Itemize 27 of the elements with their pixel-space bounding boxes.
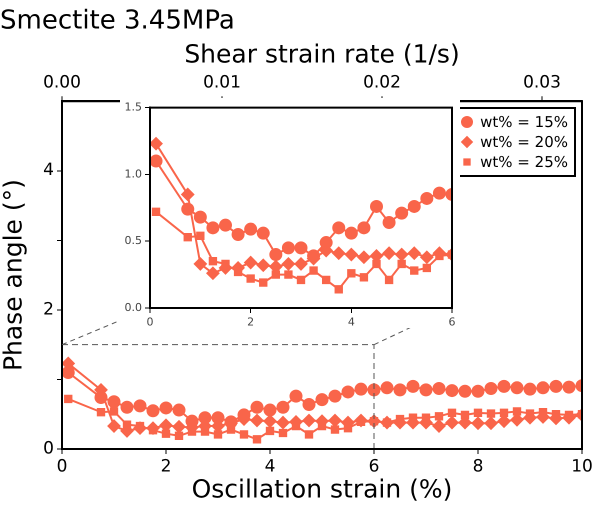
y-tick-label: 0.0 [124, 300, 142, 314]
x2-axis-title: Shear strain rate (1/s) [184, 40, 460, 69]
x-tick-label: 8 [472, 456, 484, 477]
x-tick-label: 6 [368, 456, 380, 477]
x-axis-title: Oscillation strain (%) [192, 474, 452, 504]
legend-label: wt% = 25% [480, 152, 568, 172]
y-tick-label: 0.5 [124, 234, 142, 248]
y-tick-label: 4 [43, 160, 54, 180]
legend-label: wt% = 15% [480, 112, 568, 132]
x-tick-label: 0 [56, 456, 68, 477]
chart-title: Smectite 3.45MPa [0, 5, 235, 36]
x2-tick-label: 0.01 [203, 72, 241, 92]
x2-tick-label: 0.00 [43, 72, 81, 92]
x-tick-label: 2 [247, 315, 254, 328]
x-tick-label: 6 [448, 315, 456, 328]
x-tick-label: 4 [264, 456, 276, 477]
y-axis-title: Phase angle (°) [0, 179, 28, 372]
x2-tick-label: 0.02 [363, 72, 401, 92]
y-tick-label: 0 [43, 438, 54, 458]
x-tick-label: 2 [160, 456, 172, 477]
legend-label: wt% = 20% [480, 132, 568, 152]
x-tick-label: 10 [571, 456, 593, 477]
x-tick-label: 0 [146, 315, 154, 328]
y-tick-label: 1.5 [124, 100, 142, 114]
y-tick-label: 1.0 [124, 167, 142, 180]
x2-tick-label: 0.03 [523, 72, 561, 92]
x-tick-label: 4 [348, 315, 355, 328]
